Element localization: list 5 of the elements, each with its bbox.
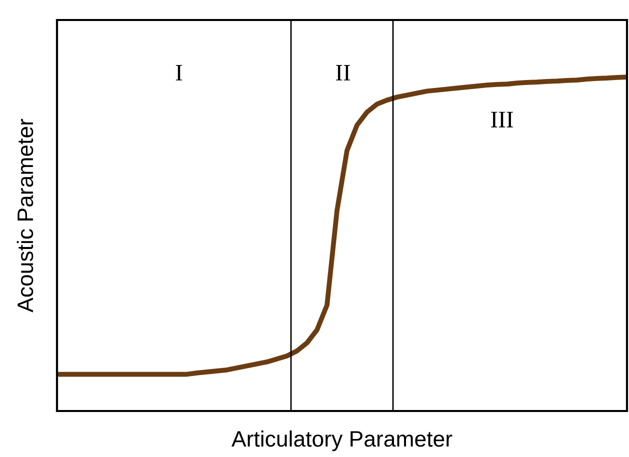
x-axis-title: Articulatory Parameter [232, 430, 452, 452]
annotation: III [491, 112, 513, 128]
annotation: I [176, 64, 182, 80]
annotation: II [336, 64, 350, 80]
y-axis-title: Acoustic Parameter [16, 118, 34, 312]
